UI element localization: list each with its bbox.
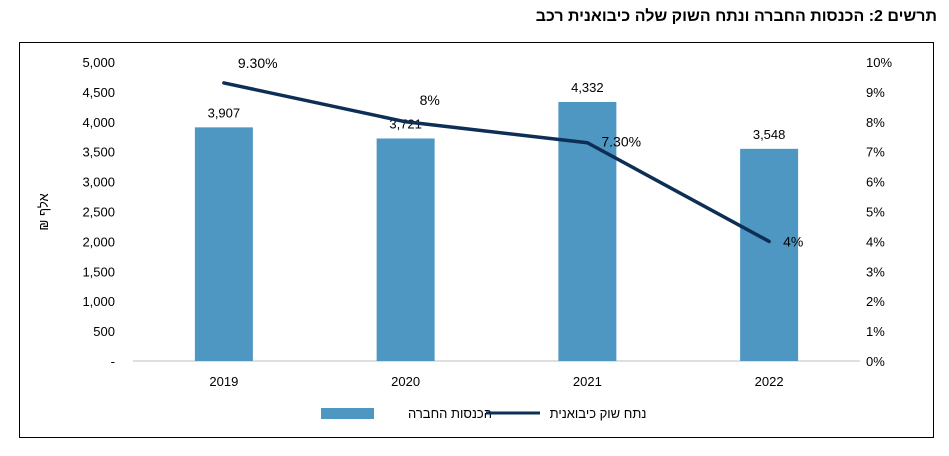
line-point (585, 141, 589, 145)
y-tick-label: 2,000 (82, 234, 115, 249)
y2-tick-label: 9% (866, 85, 885, 100)
line-point (404, 120, 408, 124)
y2-tick-label: 4% (866, 234, 885, 249)
line-series (222, 81, 771, 244)
x-tick-label: 2021 (573, 374, 602, 389)
bar (194, 127, 253, 362)
y2-tick-label: 6% (866, 175, 885, 190)
y-tick-label: 500 (93, 324, 115, 339)
y2-tick-label: 2% (866, 294, 885, 309)
bar (740, 148, 799, 361)
legend-label-revenue: הכנסות החברה (408, 406, 492, 421)
y2-tick-label: 1% (866, 324, 885, 339)
y-axis-label: אלף ₪ (36, 193, 51, 230)
line-point (222, 81, 226, 85)
y-tick-label: 5,000 (82, 55, 115, 70)
y2-tick-label: 5% (866, 205, 885, 220)
y-tick-label: 3,000 (82, 175, 115, 190)
x-tick-label: 2019 (209, 374, 238, 389)
legend-swatch-revenue (321, 408, 374, 419)
bar (376, 138, 435, 361)
chart-title: תרשים 2: הכנסות החברה ונתח השוק שלה כיבו… (535, 8, 937, 25)
bar-data-label: 3,548 (753, 127, 786, 142)
bar (558, 101, 617, 361)
line-data-label: 7.30% (601, 134, 641, 150)
y2-tick-label: 0% (866, 354, 885, 369)
bar-data-label: 3,907 (208, 105, 241, 120)
bar-series (194, 101, 799, 362)
y2-tick-label: 10% (866, 55, 892, 70)
y-tick-label: - (111, 354, 115, 369)
line-data-label: 8% (420, 92, 440, 108)
bar-data-label: 4,332 (571, 80, 604, 95)
line-data-label: 9.30% (238, 55, 278, 71)
y-tick-label: 2,500 (82, 205, 115, 220)
line-point (767, 239, 771, 243)
y-tick-label: 1,000 (82, 294, 115, 309)
legend: הכנסות החברה נתח שוק כיבואנית (321, 406, 646, 421)
y2-tick-label: 3% (866, 264, 885, 279)
x-tick-label: 2022 (755, 374, 784, 389)
y-axis-ticks: - 500 1,000 1,500 2,000 2,500 3,000 3,500 4,000 4… (82, 55, 115, 369)
y2-tick-label: 8% (866, 115, 885, 130)
legend-label-market-share: נתח שוק כיבואנית (550, 406, 647, 421)
line-data-labels: 9.30% 8% 7.30% 4% (238, 55, 803, 249)
y-tick-label: 3,500 (82, 145, 115, 160)
y-tick-label: 4,000 (82, 115, 115, 130)
y-tick-label: 4,500 (82, 85, 115, 100)
y2-tick-label: 7% (866, 145, 885, 160)
market-share-line (222, 81, 771, 244)
x-tick-label: 2020 (391, 374, 420, 389)
y2-axis-ticks: 0% 1% 2% 3% 4% 5% 6% 7% 8% 9% 10% (866, 55, 892, 369)
line-data-label: 4% (783, 233, 803, 249)
y-tick-label: 1,500 (82, 264, 115, 279)
chart-frame (19, 42, 934, 438)
x-axis-ticks: 2019 2020 2021 2022 (209, 374, 783, 389)
